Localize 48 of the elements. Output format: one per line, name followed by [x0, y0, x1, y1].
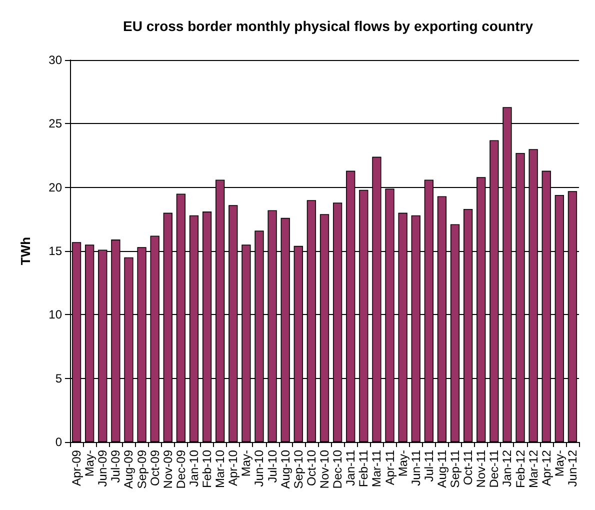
x-tick-label: Mar-10 [213, 450, 228, 488]
x-tick-label: Jan-12 [500, 450, 514, 487]
y-tick-label: 15 [48, 244, 62, 258]
x-tick-label: Jul-10 [265, 450, 280, 483]
x-tick-label: Aug-09 [122, 450, 136, 489]
x-tick-label: Apr-10 [226, 450, 240, 486]
x-tick-label: Sep-11 [448, 450, 462, 488]
x-tick-label: Oct-09 [148, 450, 162, 486]
x-tick-label: Feb-12 [513, 450, 528, 488]
x-tick-label: Jan-11 [344, 450, 358, 486]
x-tick-label: Apr-09 [70, 450, 84, 486]
x-tick-label: Dec-10 [330, 450, 345, 489]
x-tick-label: May- [396, 450, 410, 477]
x-tick-label: Apr-12 [539, 450, 554, 486]
chart-title: EU cross border monthly physical flows by exporting country [123, 18, 534, 34]
x-tick-label: May- [82, 450, 97, 477]
y-tick-label: 0 [55, 435, 62, 449]
x-tick-label: Dec-11 [487, 450, 502, 488]
y-tick-label: 5 [55, 371, 62, 386]
x-tick-label: Nov-09 [160, 450, 175, 489]
x-tick-label: Jul-09 [108, 450, 123, 483]
y-axis-title: TWh [18, 236, 33, 266]
x-tick-label: Jul-11 [422, 450, 436, 482]
y-tick-label: 30 [48, 53, 62, 67]
x-tick-label: May- [552, 450, 566, 477]
x-tick-label: Jun-10 [252, 450, 266, 487]
x-tick-label: Jun-11 [408, 450, 423, 486]
x-tick-label: Jun-09 [96, 450, 110, 487]
x-tick-label: Nov-10 [318, 450, 332, 489]
x-tick-label: Feb-10 [200, 450, 214, 488]
x-tick-label: May- [239, 450, 254, 477]
y-tick-label: 20 [48, 180, 62, 194]
x-tick-label: Mar-11 [370, 450, 384, 488]
x-tick-label: Apr-11 [382, 450, 397, 486]
y-tick-label: 25 [48, 116, 62, 131]
x-tick-label: Feb-11 [356, 450, 371, 488]
x-tick-label: Sep-09 [134, 450, 149, 489]
y-tick-label: 10 [48, 308, 62, 322]
x-tick-label: Jan-10 [186, 450, 201, 487]
x-tick-label: Oct-11 [461, 450, 476, 486]
x-tick-label: Aug-11 [434, 450, 449, 488]
x-tick-label: Dec-09 [174, 450, 188, 489]
x-tick-label: Oct-10 [304, 450, 318, 486]
x-tick-label: Sep-10 [291, 450, 306, 489]
x-tick-label: Aug-10 [278, 450, 292, 489]
x-tick-label: Jun-12 [565, 450, 580, 487]
x-tick-label: Mar-12 [526, 450, 540, 488]
x-tick-label: Nov-11 [474, 450, 488, 488]
